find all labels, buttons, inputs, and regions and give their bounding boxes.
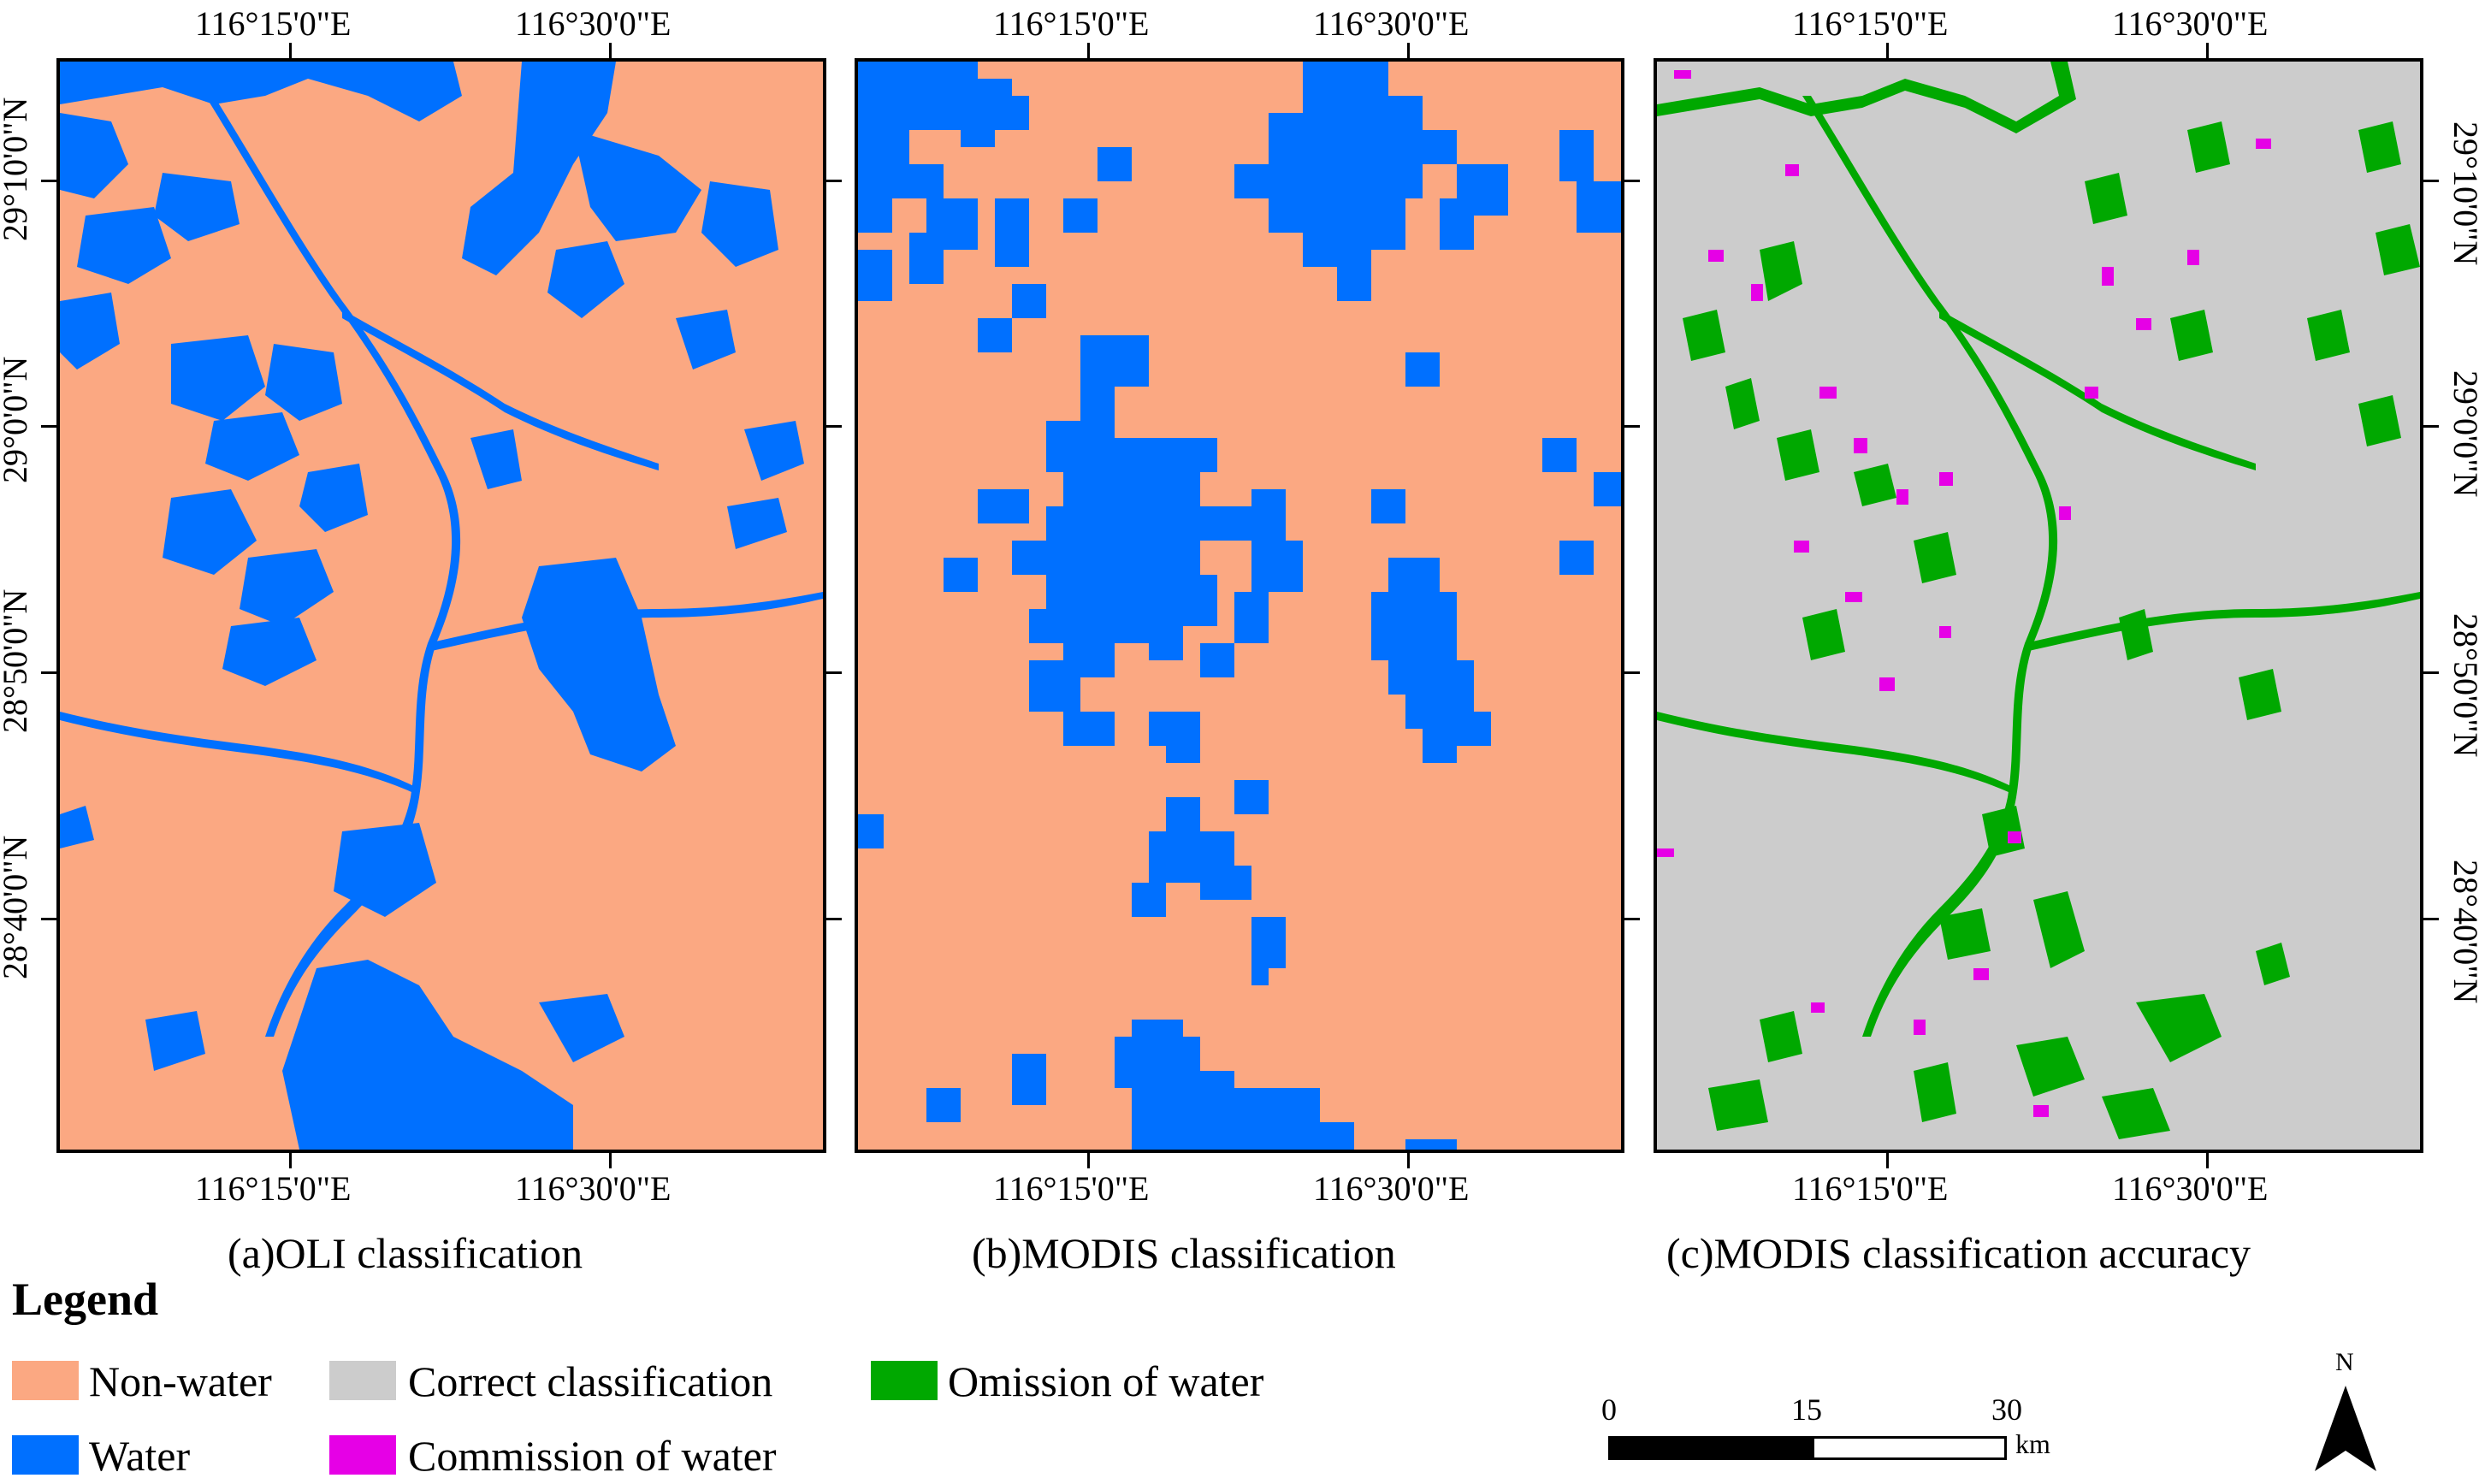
legend-swatch-commission	[329, 1435, 396, 1475]
tick-mark	[41, 180, 56, 182]
lon-label-top: 116°15'0"E	[1792, 4, 1949, 43]
tick-mark	[1087, 1153, 1090, 1168]
legend-swatch-non-water	[12, 1361, 79, 1400]
lon-label-bottom: 116°15'0"E	[195, 1169, 352, 1208]
lat-label-right: 28°40'0"N	[2447, 860, 2485, 1004]
lat-label-left: 28°40'0"N	[0, 835, 34, 979]
lat-label-left: 29°10'0"N	[0, 97, 34, 241]
lat-label-right: 28°50'0"N	[2447, 613, 2485, 758]
scale-bar-label: 0	[1601, 1392, 1617, 1427]
tick-mark	[826, 918, 842, 920]
lon-label-top: 116°30'0"E	[2112, 4, 2269, 43]
lon-label-bottom: 116°15'0"E	[1792, 1169, 1949, 1208]
lat-label-right: 29°0'0"N	[2447, 370, 2485, 498]
lat-label-left: 28°50'0"N	[0, 588, 34, 733]
panel-caption-b: (b)MODIS classification	[972, 1229, 1396, 1277]
tick-mark	[1886, 43, 1889, 58]
tick-mark	[1624, 180, 1640, 182]
modis-map-image	[858, 62, 1621, 1150]
tick-mark	[1087, 43, 1090, 58]
legend-label-water: Water	[89, 1432, 191, 1480]
tick-mark	[1624, 425, 1640, 428]
tick-mark	[41, 918, 56, 920]
tick-mark	[2206, 1153, 2209, 1168]
panel-caption-c: (c)MODIS classification accuracy	[1666, 1229, 2251, 1277]
legend-label-omission: Omission of water	[948, 1357, 1264, 1405]
legend-label-commission: Commission of water	[408, 1432, 777, 1480]
lon-label-bottom: 116°30'0"E	[2112, 1169, 2269, 1208]
lon-label-bottom: 116°30'0"E	[1313, 1169, 1470, 1208]
tick-mark	[1407, 43, 1410, 58]
scale-bar-label: 30	[1991, 1392, 2022, 1427]
tick-mark	[41, 671, 56, 674]
legend-swatch-correct	[329, 1361, 396, 1400]
tick-mark	[609, 43, 612, 58]
legend-label-correct: Correct classification	[408, 1357, 773, 1405]
tick-mark	[289, 43, 292, 58]
legend-swatch-water	[12, 1435, 79, 1475]
tick-mark	[609, 1153, 612, 1168]
lon-label-top: 116°15'0"E	[993, 4, 1150, 43]
lon-label-top: 116°30'0"E	[1313, 4, 1470, 43]
north-arrow-label: N	[2335, 1348, 2354, 1376]
tick-mark	[2423, 918, 2439, 920]
tick-mark	[826, 425, 842, 428]
scale-bar-unit: km	[2015, 1428, 2050, 1459]
scale-bar-label: 15	[1791, 1392, 1822, 1427]
lon-label-bottom: 116°30'0"E	[515, 1169, 672, 1208]
tick-mark	[2206, 43, 2209, 58]
tick-mark	[289, 1153, 292, 1168]
tick-mark	[2423, 425, 2439, 428]
lat-label-right: 29°10'0"N	[2447, 121, 2485, 266]
scale-bar-segment	[1608, 1436, 1817, 1460]
north-arrow-icon	[2315, 1386, 2376, 1471]
map-panel-oli	[56, 58, 826, 1153]
legend-title: Legend	[12, 1274, 159, 1325]
lat-label-left: 29°0'0"N	[0, 356, 34, 483]
oli-map-image	[60, 62, 823, 1150]
tick-mark	[1624, 671, 1640, 674]
tick-mark	[1407, 1153, 1410, 1168]
lon-label-top: 116°15'0"E	[195, 4, 352, 43]
scale-bar-segment	[1812, 1436, 2007, 1460]
tick-mark	[2423, 671, 2439, 674]
tick-mark	[826, 671, 842, 674]
tick-mark	[2423, 180, 2439, 182]
tick-mark	[1624, 918, 1640, 920]
legend-label-non-water: Non-water	[89, 1357, 272, 1405]
tick-mark	[826, 180, 842, 182]
lon-label-top: 116°30'0"E	[515, 4, 672, 43]
map-panel-modis	[855, 58, 1624, 1153]
tick-mark	[41, 425, 56, 428]
lon-label-bottom: 116°15'0"E	[993, 1169, 1150, 1208]
accuracy-map-image	[1657, 62, 2420, 1150]
panel-caption-a: (a)OLI classification	[228, 1229, 583, 1277]
legend-swatch-omission	[871, 1361, 938, 1400]
tick-mark	[1886, 1153, 1889, 1168]
map-panel-accuracy	[1654, 58, 2423, 1153]
